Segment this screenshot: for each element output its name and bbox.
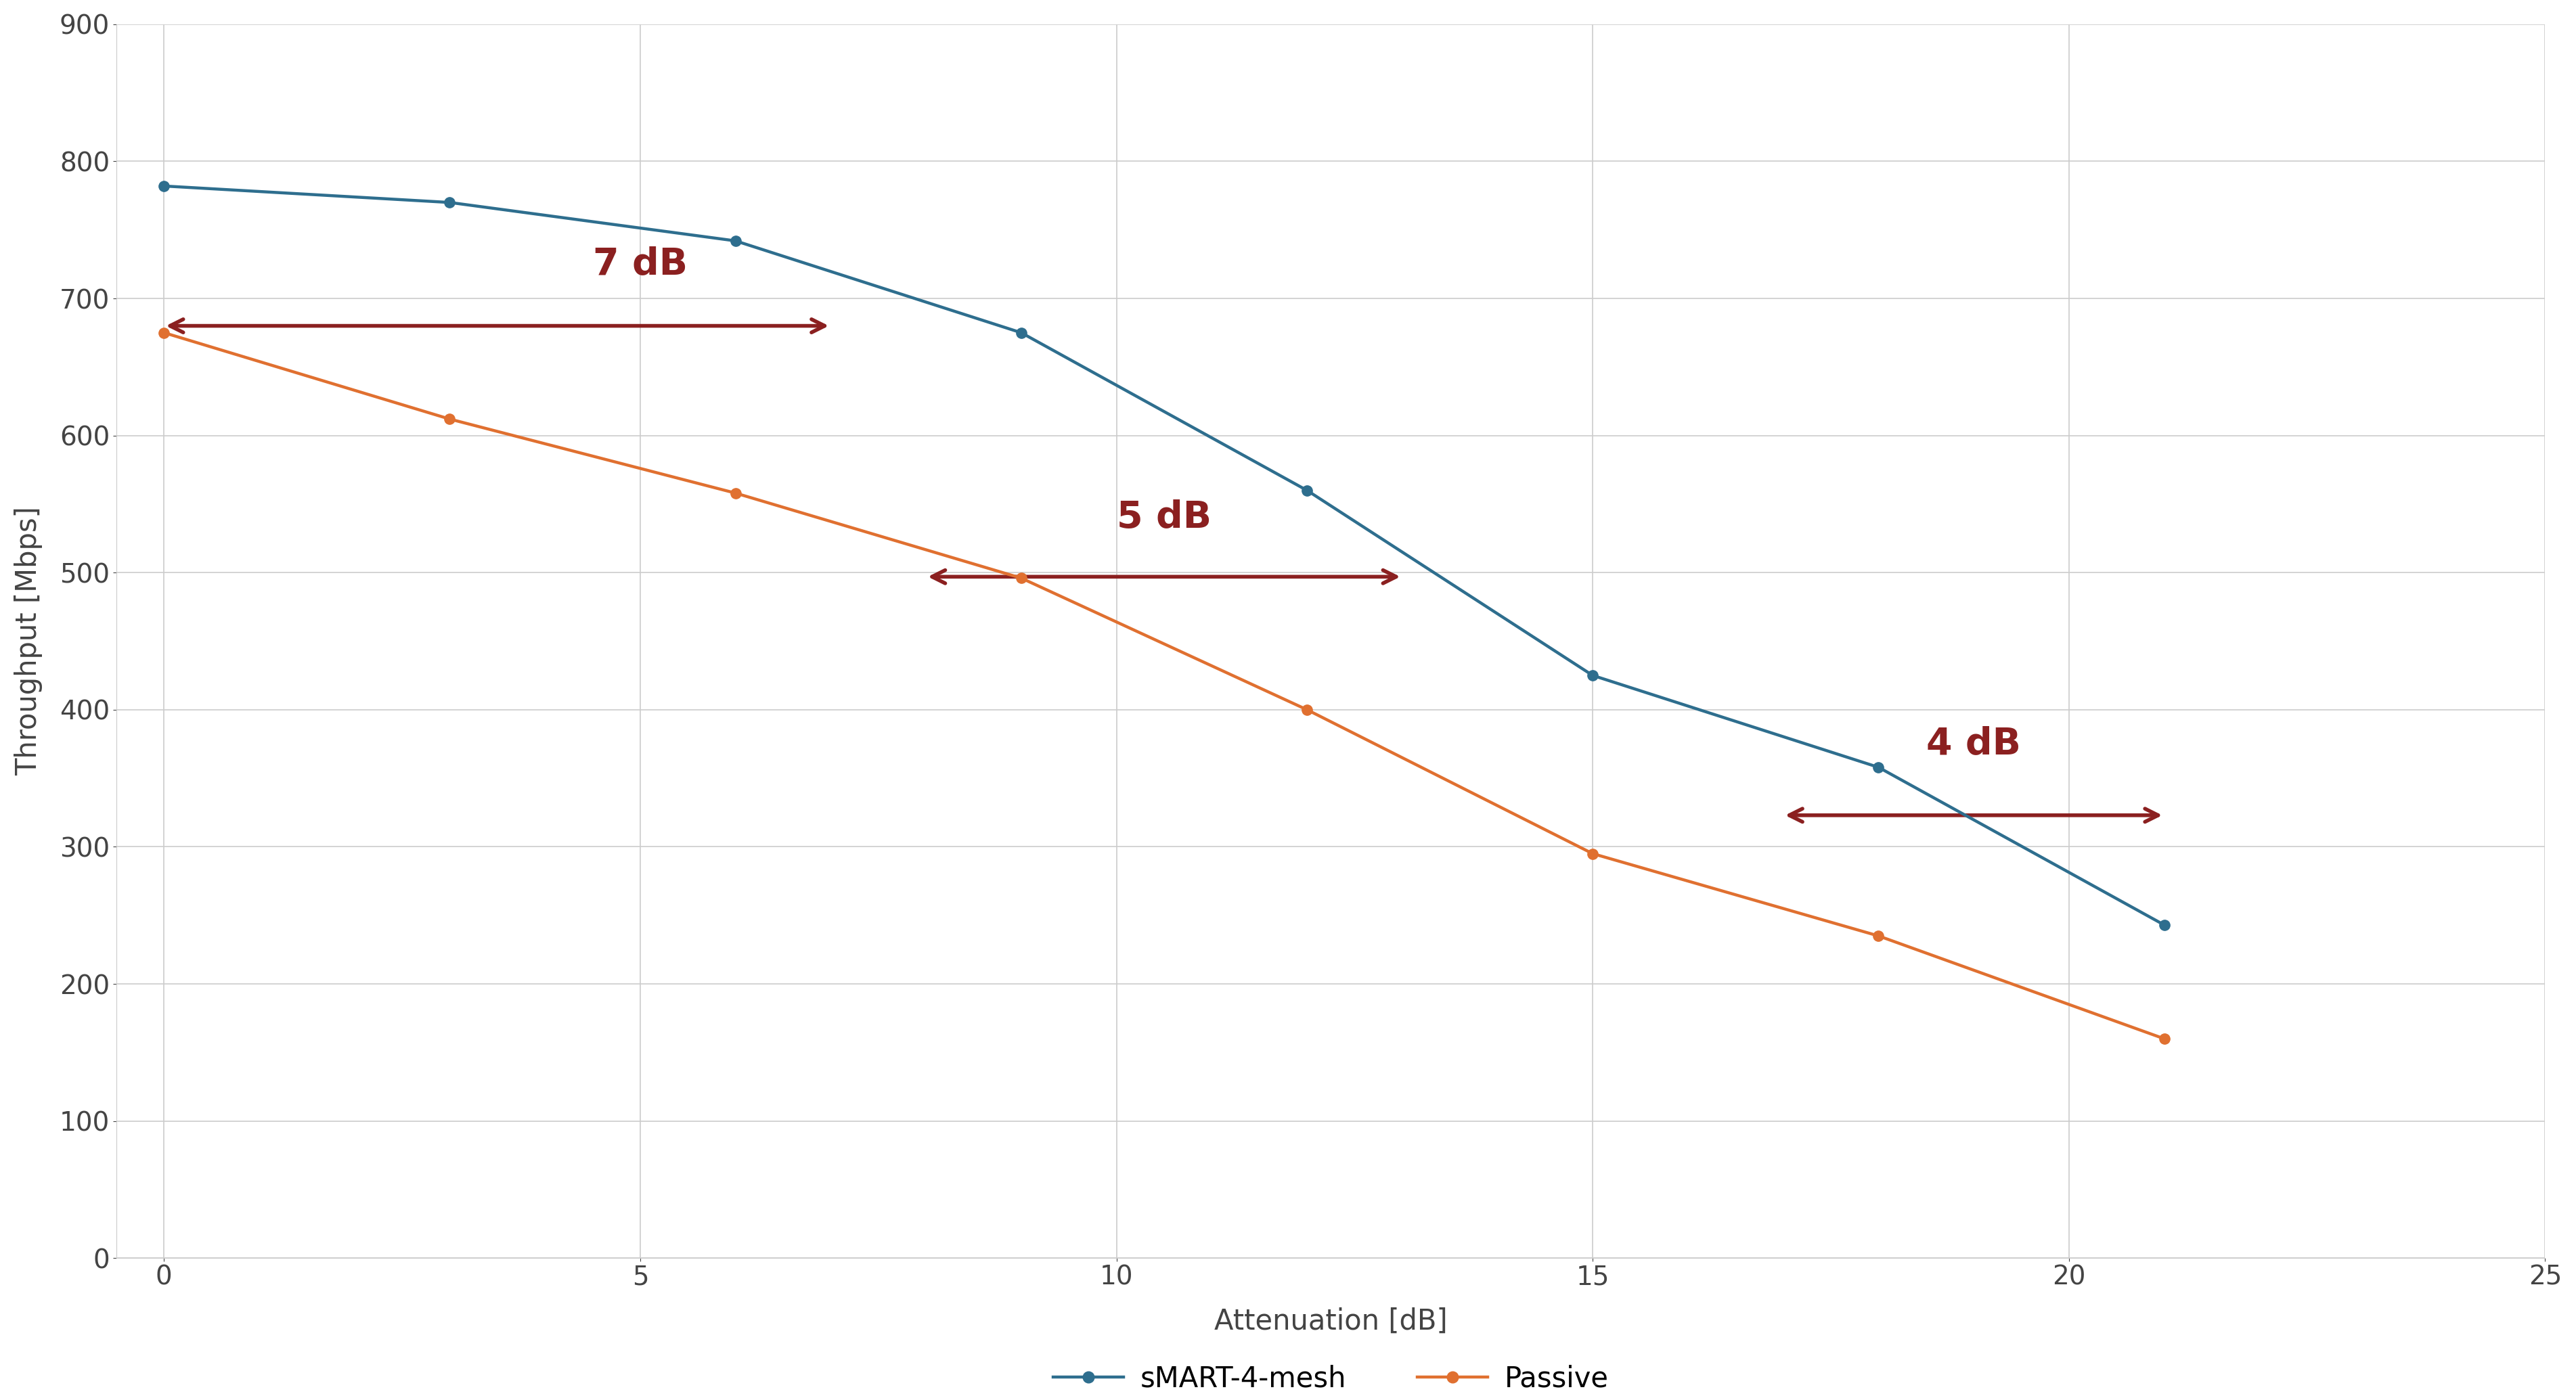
Passive [721, 485, 752, 502]
Passive [149, 324, 180, 341]
Text: 5 dB: 5 dB [1118, 499, 1211, 535]
Passive [1577, 846, 1607, 863]
Legend: sMART-4-mesh, Passive: sMART-4-mesh, Passive [1041, 1353, 1620, 1398]
Line: sMART-4-mesh: sMART-4-mesh [160, 180, 2169, 930]
sMART-4-mesh [2148, 917, 2179, 934]
Text: 7 dB: 7 dB [592, 246, 688, 282]
X-axis label: Attenuation [dB]: Attenuation [dB] [1213, 1307, 1448, 1335]
Passive [435, 411, 466, 428]
Y-axis label: Throughput [Mbps]: Throughput [Mbps] [13, 506, 44, 776]
Text: 4 dB: 4 dB [1927, 726, 2022, 762]
sMART-4-mesh [1005, 324, 1036, 341]
Line: Passive: Passive [160, 327, 2169, 1044]
Passive [1005, 570, 1036, 587]
sMART-4-mesh [435, 194, 466, 211]
sMART-4-mesh [149, 178, 180, 194]
sMART-4-mesh [1577, 667, 1607, 684]
sMART-4-mesh [1862, 759, 1893, 776]
Passive [1291, 702, 1321, 719]
sMART-4-mesh [721, 232, 752, 249]
Passive [2148, 1030, 2179, 1047]
Passive [1862, 927, 1893, 944]
sMART-4-mesh [1291, 482, 1321, 499]
